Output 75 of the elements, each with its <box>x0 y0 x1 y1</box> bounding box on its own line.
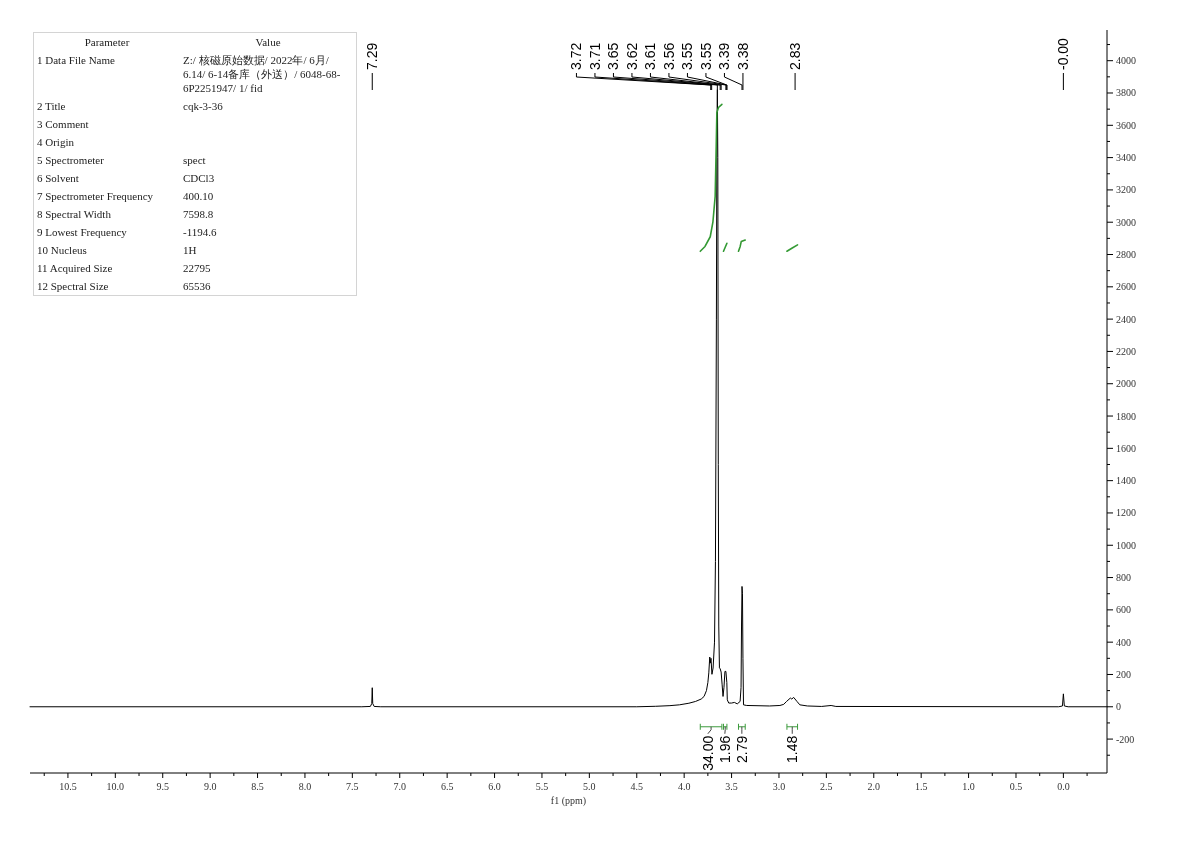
y-tick-label: 2200 <box>1116 345 1136 357</box>
text: 9 Lowest Frequency -1194.6 <box>37 226 217 238</box>
text: 6 Solvent CDCl3 <box>37 172 215 184</box>
annotation: 3 Comment <box>36 117 90 132</box>
y-tick-label: -200 <box>1116 733 1135 745</box>
x-tick-label: 2.5 <box>820 781 833 792</box>
annotation: -0.00 <box>1055 37 1072 70</box>
y-tick-label: 2600 <box>1116 281 1136 293</box>
annotation: 3.55 <box>679 42 696 70</box>
annotation: 3.38 <box>734 42 751 70</box>
y-tick-label: 3000 <box>1116 216 1136 228</box>
x-tick-label: 1.5 <box>914 781 928 792</box>
text: 11 Acquired Size 22795 <box>37 262 211 274</box>
x-tick-label: 5.0 <box>583 781 596 792</box>
x-tick-label: 6.0 <box>488 781 501 792</box>
y-tick-label: 3800 <box>1116 87 1136 99</box>
text: 12 Spectral Size 65536 <box>37 280 211 292</box>
text: Parameter Value <box>84 36 281 48</box>
annotation: 3.39 <box>716 42 733 70</box>
x-tick-label: 9.5 <box>156 781 169 792</box>
x-tick-label: 3.5 <box>725 781 738 792</box>
annotation: 1.96 <box>716 735 733 764</box>
x-tick-label: 0.5 <box>1009 781 1023 792</box>
x-axis-title: f1 (ppm) <box>550 795 587 807</box>
text: 5 Spectrometer spect <box>37 154 206 166</box>
y-tick-label: 0 <box>1116 701 1121 713</box>
y-tick-label: 2800 <box>1116 249 1136 261</box>
x-tick-label: 9.0 <box>203 781 217 792</box>
y-tick-label: 400 <box>1116 636 1131 648</box>
y-tick-label: 600 <box>1116 604 1131 616</box>
x-tick-label: 8.0 <box>298 781 312 792</box>
annotation: 3.62 <box>623 42 640 70</box>
y-tick-label: 800 <box>1116 572 1131 584</box>
x-tick-label: 10.0 <box>106 781 125 792</box>
y-tick-label: 2400 <box>1116 313 1136 325</box>
annotation: 3.72 <box>568 42 585 70</box>
x-tick-label: 4.5 <box>630 781 644 792</box>
x-tick-label: 1.0 <box>962 781 975 792</box>
x-tick-label: 5.5 <box>535 781 549 792</box>
annotation: 3.55 <box>697 42 714 70</box>
y-tick-label: 2000 <box>1116 378 1136 390</box>
y-tick-label: 1000 <box>1116 539 1136 551</box>
text: 10 Nucleus 1H <box>37 244 197 256</box>
annotation: 7.29 <box>364 42 381 70</box>
y-tick-label: 4000 <box>1116 55 1136 67</box>
y-tick-label: 1200 <box>1116 507 1136 519</box>
annotation: 1.48 <box>784 735 801 764</box>
annotation: 2.83 <box>787 42 804 70</box>
x-tick-label: 0.0 <box>1057 781 1070 792</box>
y-tick-label: 1400 <box>1116 475 1136 487</box>
annotation: 3.65 <box>605 42 622 70</box>
x-tick-label: 10.5 <box>59 781 77 792</box>
x-tick-label: 7.5 <box>346 781 359 792</box>
y-tick-label: 1600 <box>1116 442 1136 454</box>
annotation: 34.00 <box>699 735 716 771</box>
text: 1 Data File Name Z:/ 核磁原始数据/ 2022年/ 6月/ 6.14/ 6-14备库（外送）/ 6048-68-6P2251947/ 1/ fid <box>37 54 341 94</box>
x-tick-label: 8.5 <box>251 781 264 792</box>
x-tick-label: 4.0 <box>677 781 691 792</box>
annotation: 3.61 <box>642 42 659 70</box>
y-tick-label: 200 <box>1116 668 1131 680</box>
y-tick-label: 3600 <box>1116 119 1136 131</box>
y-tick-label: 3200 <box>1116 184 1136 196</box>
x-tick-label: 6.5 <box>440 781 454 792</box>
text: 8 Spectral Width 7598.8 <box>37 208 214 220</box>
annotation: 3.56 <box>660 42 677 70</box>
text: 7 Spectrometer Frequency 400.10 <box>37 190 214 202</box>
annotation: 2.79 <box>733 735 750 764</box>
x-tick-label: 3.0 <box>772 781 786 792</box>
x-tick-label: 2.0 <box>867 781 881 792</box>
annotation: 3.71 <box>586 42 603 70</box>
text: 2 Title cqk-3-36 <box>37 100 223 112</box>
x-tick-label: 7.0 <box>393 781 406 792</box>
y-tick-label: 1800 <box>1116 410 1136 422</box>
annotation: 4 Origin <box>36 135 75 150</box>
y-tick-label: 3400 <box>1116 152 1136 164</box>
